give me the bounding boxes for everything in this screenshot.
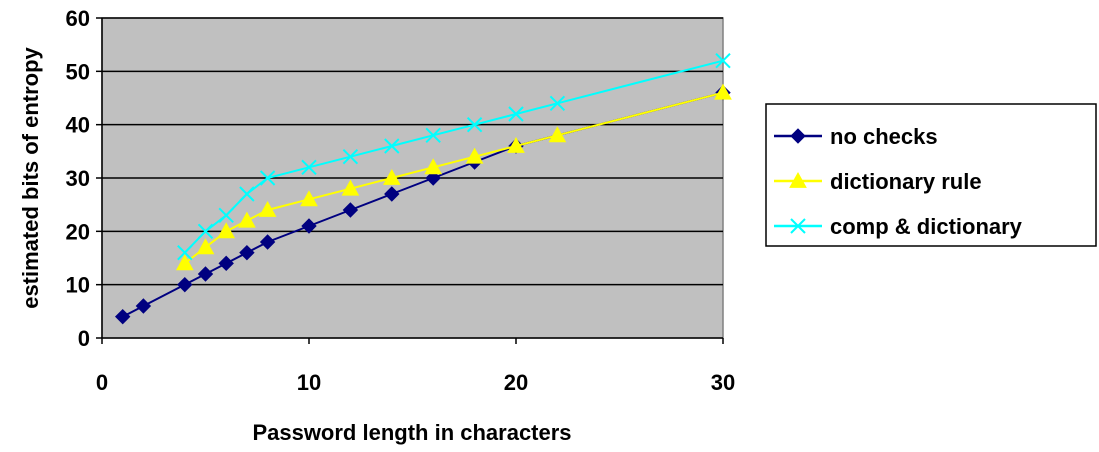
- legend-marker-x: [790, 218, 806, 234]
- data-point-comp-dictionary: [384, 138, 400, 154]
- data-point-comp-dictionary: [259, 170, 276, 186]
- data-point-no-checks: [384, 186, 400, 202]
- y-tick-label: 60: [66, 6, 90, 31]
- y-tick-label: 10: [66, 273, 90, 298]
- data-point-no-checks: [177, 276, 193, 293]
- x-axis-title: Password length in characters: [252, 420, 571, 445]
- data-point-no-checks: [218, 255, 234, 272]
- data-point-comp-dictionary: [239, 186, 255, 202]
- data-point-dictionary-rule: [382, 168, 401, 185]
- data-point-no-checks: [239, 244, 255, 261]
- data-point-comp-dictionary: [715, 52, 731, 69]
- data-point-dictionary-rule: [196, 238, 215, 255]
- legend-item-comp-dictionary: comp & dictionary: [774, 214, 1023, 239]
- data-point-no-checks: [301, 218, 317, 234]
- y-tick-label: 0: [78, 326, 90, 351]
- legend-label: no checks: [830, 124, 938, 149]
- data-point-dictionary-rule: [341, 179, 360, 196]
- data-point-comp-dictionary: [177, 244, 193, 261]
- series-dictionary-rule: [175, 83, 732, 271]
- series-comp-dictionary: [177, 52, 731, 261]
- data-point-no-checks: [114, 308, 131, 325]
- legend-item-no-checks: no checks: [774, 124, 938, 149]
- legend-item-dictionary-rule: dictionary rule: [774, 169, 982, 194]
- data-point-dictionary-rule: [548, 126, 567, 143]
- data-point-comp-dictionary: [425, 127, 441, 144]
- y-tick-label: 50: [66, 59, 90, 84]
- y-tick-label: 40: [66, 113, 90, 138]
- legend: no checks dictionary rule comp & dictionar…: [765, 103, 1097, 247]
- data-point-no-checks: [135, 298, 152, 314]
- data-point-comp-dictionary: [466, 116, 483, 133]
- y-axis-title: estimated bits of entropy: [18, 46, 43, 308]
- data-point-comp-dictionary: [549, 95, 566, 112]
- data-point-dictionary-rule: [424, 158, 443, 175]
- x-tick-label: 30: [711, 370, 735, 395]
- legend-marker-triangle: [789, 171, 807, 188]
- data-point-no-checks: [425, 170, 441, 186]
- x-tick-label: 10: [297, 370, 321, 395]
- legend-box: [765, 103, 1097, 247]
- data-point-comp-dictionary: [301, 159, 317, 176]
- data-point-dictionary-rule: [507, 136, 525, 153]
- y-tick-label: 20: [66, 219, 90, 244]
- data-point-dictionary-rule: [300, 190, 318, 207]
- data-point-dictionary-rule: [714, 83, 732, 100]
- data-point-dictionary-rule: [175, 254, 194, 271]
- legend-label: comp & dictionary: [830, 214, 1023, 239]
- data-point-comp-dictionary: [197, 223, 214, 240]
- x-tick-label: 0: [96, 370, 108, 395]
- data-point-dictionary-rule: [465, 147, 484, 164]
- legend-marker-diamond: [790, 128, 806, 144]
- data-point-dictionary-rule: [238, 211, 256, 228]
- data-point-no-checks: [259, 234, 276, 250]
- data-point-comp-dictionary: [218, 207, 234, 224]
- data-point-dictionary-rule: [217, 222, 236, 239]
- tick-labels: 0 10 20 30 40 50 60 0 10 20 30: [66, 6, 736, 395]
- legend-label: dictionary rule: [830, 169, 982, 194]
- data-point-dictionary-rule: [258, 200, 277, 217]
- data-point-comp-dictionary: [342, 148, 359, 165]
- x-tick-label: 20: [504, 370, 528, 395]
- y-tick-label: 30: [66, 166, 90, 191]
- data-point-no-checks: [342, 202, 359, 218]
- axes: [96, 17, 724, 344]
- data-point-no-checks: [197, 266, 214, 282]
- data-point-comp-dictionary: [508, 106, 524, 122]
- series-group: [114, 52, 732, 325]
